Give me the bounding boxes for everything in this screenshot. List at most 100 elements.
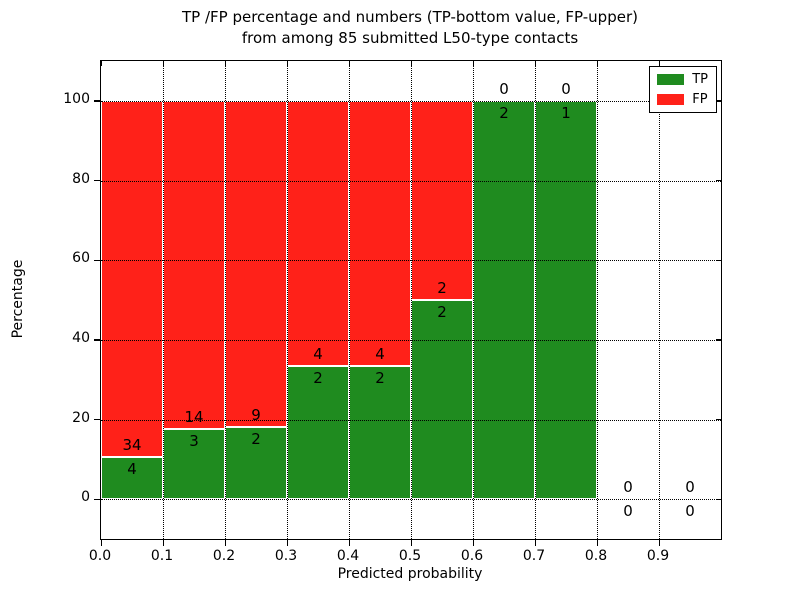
y-tick-label: 80 bbox=[72, 170, 90, 187]
tp-count-label: 0 bbox=[623, 502, 633, 521]
fp-count-label: 14 bbox=[184, 407, 204, 426]
x-axis-label: Predicted probability bbox=[337, 566, 483, 582]
fp-count-label: 9 bbox=[251, 405, 261, 424]
x-tick-mark bbox=[224, 539, 226, 546]
count-labels-layer: 34 4 14 3 9 2 4 2 4 2 2 2 0 2 0 1 0 0 0 0 bbox=[101, 61, 721, 539]
x-tick-mark-top bbox=[658, 61, 660, 66]
y-tick-mark bbox=[94, 339, 101, 341]
tp-count-label: 0 bbox=[685, 502, 695, 521]
y-tick-label: 100 bbox=[63, 90, 90, 107]
fp-count-label: 2 bbox=[437, 279, 447, 297]
bar-fp-segment bbox=[411, 100, 473, 300]
legend-label-tp: TP bbox=[692, 72, 708, 87]
fp-count-label: 4 bbox=[375, 345, 385, 364]
x-tick-mark bbox=[658, 539, 660, 546]
x-gridline bbox=[411, 61, 412, 539]
x-tick-label: 0.0 bbox=[88, 548, 112, 564]
tp-count-label: 2 bbox=[251, 429, 261, 448]
x-tick-mark-top bbox=[348, 61, 350, 66]
bar-fp-segment bbox=[101, 100, 163, 458]
x-tick-mark bbox=[410, 539, 412, 546]
chart-title: TP /FP percentage and numbers (TP-bottom… bbox=[100, 7, 720, 49]
ticks-layer bbox=[94, 61, 721, 546]
x-tick-label: 0.1 bbox=[150, 548, 174, 564]
y-tick-label: 40 bbox=[72, 329, 90, 346]
fp-count-label: 4 bbox=[313, 345, 323, 364]
x-tick-mark bbox=[348, 539, 350, 546]
x-gridline bbox=[287, 61, 288, 539]
legend-label-fp: FP bbox=[692, 92, 708, 107]
grid-layer bbox=[101, 61, 721, 539]
x-tick-mark-top bbox=[534, 61, 536, 66]
bar-tp-segment bbox=[163, 428, 225, 500]
x-tick-mark bbox=[534, 539, 536, 546]
x-tick-label: 0.4 bbox=[336, 548, 360, 564]
tp-count-label: 2 bbox=[437, 303, 447, 321]
x-gridline bbox=[473, 61, 474, 539]
plot-area: 34 4 14 3 9 2 4 2 4 2 2 2 0 2 0 1 0 0 0 0 TP FP bbox=[94, 60, 722, 546]
x-tick-label: 0.6 bbox=[460, 548, 484, 564]
y-tick-label: 0 bbox=[81, 489, 90, 506]
x-tick-mark-top bbox=[410, 61, 412, 66]
tp-count-label: 2 bbox=[313, 369, 323, 388]
legend-swatch-tp bbox=[657, 74, 685, 85]
y-tick-mark-right bbox=[716, 259, 721, 261]
x-gridline bbox=[597, 61, 598, 539]
y-axis-label: Percentage bbox=[10, 259, 26, 339]
x-gridline bbox=[349, 61, 350, 539]
bar-tp-segment bbox=[225, 426, 287, 500]
x-gridline bbox=[163, 61, 164, 539]
fp-count-label: 34 bbox=[122, 436, 142, 455]
y-tick-mark-right bbox=[716, 180, 721, 182]
bar-tp-segment bbox=[101, 457, 163, 500]
legend-swatch-fp bbox=[657, 94, 685, 105]
bar-tp-segment bbox=[535, 100, 597, 500]
x-gridline bbox=[535, 61, 536, 539]
y-tick-mark bbox=[94, 259, 101, 261]
bar-tp-segment bbox=[411, 300, 473, 500]
x-tick-mark-top bbox=[596, 61, 598, 66]
x-tick-mark-top bbox=[286, 61, 288, 66]
x-tick-mark bbox=[596, 539, 598, 546]
x-tick-label: 0.8 bbox=[584, 548, 608, 564]
x-tick-label: 0.3 bbox=[274, 548, 298, 564]
x-gridline bbox=[659, 61, 660, 539]
y-tick-mark bbox=[94, 498, 101, 500]
y-tick-mark bbox=[94, 180, 101, 182]
y-tick-label: 20 bbox=[72, 409, 90, 426]
y-tick-mark-right bbox=[716, 419, 721, 421]
y-tick-mark bbox=[94, 419, 101, 421]
chart-title-line2: from among 85 submitted L50-type contact… bbox=[241, 29, 579, 47]
x-tick-mark bbox=[286, 539, 288, 546]
y-tick-mark-right bbox=[716, 498, 721, 500]
x-tick-mark bbox=[472, 539, 474, 546]
fp-count-label: 0 bbox=[685, 478, 695, 497]
x-tick-mark-top bbox=[100, 61, 102, 66]
tp-count-label: 2 bbox=[499, 103, 509, 122]
x-tick-mark-top bbox=[472, 61, 474, 66]
legend-item-tp: TP bbox=[657, 73, 708, 86]
x-tick-mark bbox=[100, 539, 102, 546]
fp-count-label: 0 bbox=[561, 79, 571, 98]
x-tick-mark-top bbox=[224, 61, 226, 66]
x-tick-label: 0.2 bbox=[212, 548, 236, 564]
legend: TP FP bbox=[649, 66, 717, 113]
x-tick-label: 0.9 bbox=[646, 548, 670, 564]
y-tick-mark-right bbox=[716, 339, 721, 341]
y-tick-mark-right bbox=[716, 100, 721, 102]
y-tick-mark bbox=[94, 100, 101, 102]
chart-title-line1: TP /FP percentage and numbers (TP-bottom… bbox=[182, 8, 638, 26]
x-tick-mark bbox=[162, 539, 164, 546]
legend-item-fp: FP bbox=[657, 93, 708, 106]
x-tick-mark-top bbox=[162, 61, 164, 66]
y-tick-label: 60 bbox=[72, 250, 90, 267]
x-tick-label: 0.7 bbox=[522, 548, 546, 564]
x-tick-label: 0.5 bbox=[398, 548, 422, 564]
fp-count-label: 0 bbox=[623, 478, 633, 497]
bar-tp-segment bbox=[349, 366, 411, 500]
tp-count-label: 2 bbox=[375, 369, 385, 388]
tp-count-label: 3 bbox=[189, 431, 199, 450]
tp-count-label: 1 bbox=[561, 103, 571, 122]
bar-tp-segment bbox=[287, 366, 349, 500]
